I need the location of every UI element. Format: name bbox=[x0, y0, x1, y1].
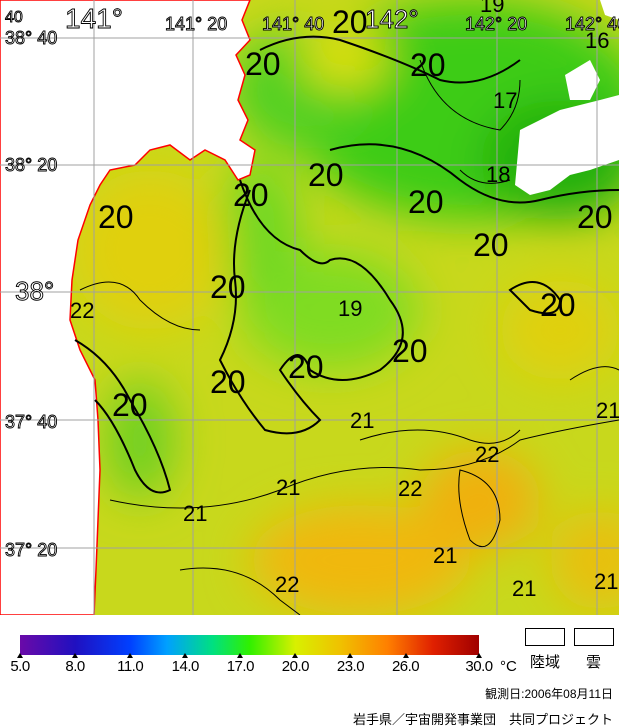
tick-mark bbox=[182, 653, 189, 658]
latitude-label: 38° 20 bbox=[5, 155, 57, 175]
longitude-label: 141° 20 bbox=[165, 14, 227, 34]
tick-mark bbox=[127, 653, 134, 658]
isotherm-label: 20 bbox=[210, 364, 246, 400]
isotherm-label: 20 bbox=[392, 333, 428, 369]
isotherm-label: 20 bbox=[473, 227, 509, 263]
isotherm-label: 19 bbox=[480, 0, 504, 17]
isotherm-label: 21 bbox=[183, 501, 207, 526]
tick-label: 20.0 bbox=[281, 658, 310, 675]
tick-label: 14.0 bbox=[171, 658, 200, 675]
isotherm-label: 20 bbox=[210, 269, 246, 305]
tick-label: 11.0 bbox=[117, 658, 144, 675]
tick-mark bbox=[292, 653, 299, 658]
isotherm-label: 19 bbox=[338, 296, 362, 321]
tick-label: 30.0 bbox=[465, 658, 493, 675]
credit: 岩手県／宇宙開発事業団 共同プロジェクト bbox=[352, 712, 613, 727]
isotherm-label: 20 bbox=[410, 47, 446, 83]
sst-map: 141° 141° 20 141° 40 142° 142° 20 142° 40 38° … bbox=[0, 0, 619, 615]
isotherm-label: 18 bbox=[486, 162, 510, 187]
land-label: 陸域 bbox=[530, 654, 561, 671]
isotherm-label: 20 bbox=[112, 387, 148, 423]
isotherm-label: 20 bbox=[308, 157, 344, 193]
cloud-swatch bbox=[574, 628, 614, 646]
isotherm-label: 20 bbox=[245, 46, 281, 82]
tick-label: 17.0 bbox=[226, 658, 255, 675]
isotherm-label: 16 bbox=[585, 28, 609, 53]
isotherm-label: 20 bbox=[288, 349, 324, 385]
isotherm-label: 21 bbox=[433, 543, 457, 568]
longitude-label: 142° 20 bbox=[465, 14, 527, 34]
tick-label: 8.0 bbox=[65, 658, 85, 675]
isotherm-label: 20 bbox=[540, 287, 576, 323]
land-swatch bbox=[525, 628, 565, 646]
isotherm-label: 21 bbox=[596, 398, 619, 423]
color-scale-bar bbox=[20, 635, 479, 655]
land bbox=[0, 0, 256, 615]
graticule bbox=[0, 0, 619, 615]
isotherm-label: 20 bbox=[98, 199, 134, 235]
longitude-label: 141° bbox=[65, 3, 123, 34]
tick-mark bbox=[347, 653, 354, 658]
isotherm-label: 20 bbox=[408, 184, 444, 220]
isotherm-labels: 20 20 20 20 20 20 20 20 20 20 20 20 20 20 20 17 18 16 19 22… bbox=[70, 0, 619, 601]
tick-label: 5.0 bbox=[10, 658, 30, 675]
isotherm-label: 22 bbox=[275, 572, 299, 597]
isotherm-label: 21 bbox=[594, 569, 618, 594]
isotherm-label: 21 bbox=[276, 475, 300, 500]
clouds bbox=[515, 0, 619, 195]
isotherm-label: 21 bbox=[350, 408, 374, 433]
tick-mark bbox=[476, 653, 482, 658]
latitude-label: 38° 40 bbox=[5, 28, 57, 48]
latitude-label: 38° bbox=[15, 276, 54, 306]
graticule-labels: 141° 141° 20 141° 40 142° 142° 20 142° 40 38° … bbox=[5, 3, 619, 561]
isotherm-label: 17 bbox=[493, 88, 517, 113]
isotherm-label: 20 bbox=[332, 4, 368, 40]
tick-mark bbox=[17, 653, 23, 658]
isotherms bbox=[74, 35, 619, 615]
tick-mark bbox=[72, 653, 79, 658]
tick-mark bbox=[402, 653, 409, 658]
tick-label: 23.0 bbox=[336, 658, 365, 675]
tick-label: 26.0 bbox=[391, 658, 420, 675]
isotherm-label: 20 bbox=[233, 177, 269, 213]
longitude-label: 142° bbox=[365, 4, 419, 34]
cloud-label: 雲 bbox=[586, 654, 602, 671]
longitude-label: 142° 40 bbox=[565, 14, 619, 34]
isotherm-label: 22 bbox=[475, 442, 499, 467]
legend: 5.0 8.0 11.0 14.0 17.0 20.0 23.0 26.0 30.0 °C 陸域… bbox=[0, 615, 619, 727]
unit-label: °C bbox=[500, 658, 517, 675]
isotherm-label: 20 bbox=[577, 199, 613, 235]
longitude-label: 141° 40 bbox=[262, 14, 324, 34]
isotherm-label: 22 bbox=[70, 298, 94, 323]
observation-date: 観測日:2006年08月11日 bbox=[485, 687, 613, 701]
latitude-label: 37° 40 bbox=[5, 412, 57, 432]
latitude-label: 37° 20 bbox=[5, 540, 57, 560]
isotherm-label: 22 bbox=[398, 476, 422, 501]
tick-mark bbox=[237, 653, 244, 658]
isotherm-label: 21 bbox=[512, 576, 536, 601]
corner-label: 40 bbox=[5, 9, 23, 26]
